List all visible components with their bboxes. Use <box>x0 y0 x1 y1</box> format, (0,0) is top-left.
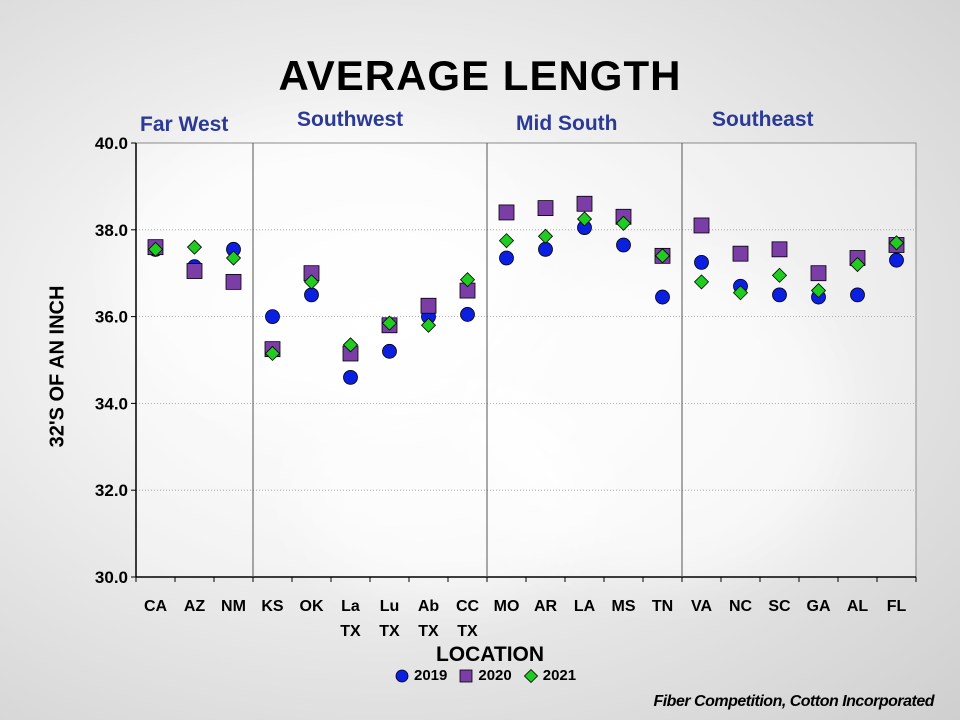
data-point-2020 <box>186 263 203 279</box>
region-label-southwest: Southwest <box>297 108 404 131</box>
source-credit: Fiber Competition, Cotton Incorporated <box>653 693 934 710</box>
y-tick-label: 38.0 <box>95 221 128 240</box>
y-axis-label: 32'S OF AN INCH <box>46 285 69 448</box>
x-tick-label: TX <box>340 623 361 640</box>
x-tick-label: FL <box>887 598 907 615</box>
data-point-2020 <box>771 241 788 258</box>
data-point-2019 <box>304 287 319 303</box>
x-tick-label: SC <box>768 598 791 615</box>
legend-marker-circle <box>395 669 409 682</box>
legend-item-2021: 2021 <box>523 667 577 684</box>
data-point-2021 <box>459 272 476 288</box>
x-tick-label: Lu <box>380 598 400 615</box>
y-tick-label: 34.0 <box>95 394 128 413</box>
x-tick-label: LA <box>574 598 596 615</box>
y-tick-label: 40.0 <box>95 134 128 153</box>
data-point-2021 <box>654 248 671 264</box>
data-point-2020 <box>537 200 554 217</box>
data-point-2021 <box>537 228 554 244</box>
x-tick-label: OK <box>300 598 324 615</box>
x-tick-label: TX <box>457 623 478 640</box>
data-point-2019 <box>265 309 280 325</box>
x-tick-label: NM <box>221 598 246 615</box>
legend: 2019 2020 2021 <box>395 667 582 684</box>
data-point-2019 <box>772 287 787 303</box>
x-tick-label: TX <box>418 623 439 640</box>
data-point-2020 <box>225 273 242 290</box>
region-label-mid-south: Mid South <box>516 112 618 135</box>
data-point-2021 <box>381 315 398 331</box>
data-point-2020 <box>420 297 437 314</box>
data-point-2020 <box>693 217 710 234</box>
x-tick-label: TX <box>379 623 400 640</box>
x-tick-label: MO <box>494 598 520 615</box>
data-point-2020 <box>810 265 827 282</box>
y-tick-label: 30.0 <box>95 568 128 587</box>
y-tick-label: 36.0 <box>95 308 128 327</box>
data-point-2021 <box>693 274 710 290</box>
data-point-2020 <box>732 245 749 262</box>
legend-label-2020: 2020 <box>478 667 512 684</box>
data-point-2021 <box>888 235 905 251</box>
x-tick-label: La <box>341 598 360 615</box>
data-point-2019 <box>850 287 865 303</box>
data-point-2019 <box>382 343 397 359</box>
data-point-2019 <box>499 250 514 266</box>
x-tick-label: AR <box>534 598 558 615</box>
data-point-2021 <box>771 267 788 283</box>
data-point-2019 <box>889 252 904 268</box>
data-point-2021 <box>732 285 749 301</box>
x-tick-label: KS <box>261 598 284 615</box>
data-point-2020 <box>576 195 593 212</box>
x-tick-label: CC <box>456 598 480 615</box>
x-tick-label: AL <box>847 598 869 615</box>
data-point-2021 <box>147 241 164 257</box>
legend-item-2019: 2019 <box>395 667 447 684</box>
data-point-2020 <box>498 204 515 221</box>
x-tick-label: TN <box>652 598 673 615</box>
legend-label-2021: 2021 <box>542 667 577 684</box>
chart-title: AVERAGE LENGTH <box>278 52 682 99</box>
data-point-2021 <box>498 233 515 249</box>
legend-marker-diamond <box>523 668 538 683</box>
data-point-2019 <box>460 307 475 322</box>
data-point-2021 <box>264 345 281 362</box>
legend-item-2020: 2020 <box>459 667 512 684</box>
region-label-southeast: Southeast <box>712 108 814 131</box>
x-tick-label: NC <box>729 598 753 615</box>
x-tick-label: Ab <box>418 598 440 615</box>
x-tick-label: GA <box>807 598 831 615</box>
region-label-far-west: Far West <box>140 113 229 136</box>
plot-area <box>135 142 917 578</box>
x-tick-label: AZ <box>184 598 206 615</box>
data-point-2021 <box>186 239 203 255</box>
x-axis-label: LOCATION <box>435 643 545 666</box>
y-tick-label: 32.0 <box>95 481 128 500</box>
data-point-2021 <box>420 317 437 333</box>
data-point-2019 <box>538 241 553 257</box>
data-point-2019 <box>694 254 709 270</box>
data-point-2021 <box>615 215 632 231</box>
legend-marker-square <box>459 669 473 682</box>
data-point-2021 <box>849 256 866 273</box>
x-tick-label: CA <box>144 598 168 615</box>
x-tick-label: MS <box>612 598 636 615</box>
x-tick-label: VA <box>691 598 712 615</box>
data-point-2019 <box>655 289 670 305</box>
data-point-2021 <box>810 282 827 299</box>
data-point-2019 <box>616 237 631 253</box>
data-point-2021 <box>303 274 320 290</box>
data-point-2019 <box>343 369 358 385</box>
data-point-2021 <box>342 337 359 353</box>
data-point-2021 <box>576 211 593 227</box>
legend-label-2019: 2019 <box>414 667 448 684</box>
data-point-2021 <box>225 250 242 266</box>
